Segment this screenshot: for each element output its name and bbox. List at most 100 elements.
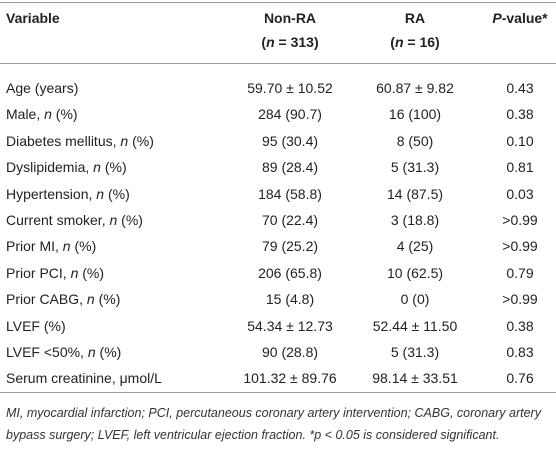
column-header: (n = 313) bbox=[261, 32, 318, 52]
row-label: Dyslipidemia, n (%) bbox=[6, 157, 127, 177]
text-segment: (%) bbox=[94, 291, 121, 308]
row-label: Prior MI, n (%) bbox=[6, 236, 96, 256]
text-segment: n bbox=[120, 132, 129, 149]
text-segment: (%) bbox=[70, 238, 97, 255]
table-cell: 0.76 bbox=[506, 370, 534, 387]
text-segment: n bbox=[44, 106, 52, 123]
table-cell: 54.34 ± 12.73 bbox=[247, 317, 333, 334]
table-cell: 284 (90.7) bbox=[258, 106, 322, 123]
text-segment: Prior PCI, bbox=[6, 264, 71, 281]
text-segment: n bbox=[394, 34, 404, 50]
table-cell: 0.79 bbox=[506, 264, 534, 281]
header-rule bbox=[0, 63, 556, 64]
table-cell: 0.38 bbox=[506, 106, 534, 123]
text-segment: Prior MI, bbox=[6, 238, 63, 255]
table-cell: 60.87 ± 9.82 bbox=[376, 80, 454, 96]
text-segment: ( bbox=[390, 34, 395, 50]
text-segment: n bbox=[93, 159, 101, 176]
table-cell: 5 (31.3) bbox=[390, 159, 440, 176]
table-cell: >0.99 bbox=[502, 212, 538, 228]
bottom-rule bbox=[0, 392, 556, 393]
table-cell: 79 (25.2) bbox=[261, 238, 319, 255]
table-cell: 70 (22.4) bbox=[261, 212, 319, 228]
text-segment: n bbox=[109, 212, 118, 228]
text-segment: Age (years) bbox=[6, 80, 79, 96]
text-segment: n bbox=[266, 34, 275, 50]
text-segment: Current smoker, bbox=[6, 212, 110, 228]
column-header: RA bbox=[405, 8, 425, 28]
row-label: Prior CABG, n (%) bbox=[6, 289, 120, 309]
table-cell: 0.83 bbox=[506, 344, 534, 360]
text-segment: (%) bbox=[128, 132, 154, 149]
column-header: P-value* bbox=[492, 8, 547, 28]
table-cell: 89 (28.4) bbox=[261, 159, 319, 176]
text-segment: (%) bbox=[117, 212, 143, 228]
table-cell: 0.38 bbox=[506, 317, 534, 334]
table-cell: 10 (62.5) bbox=[386, 264, 444, 281]
table-cell: 90 (28.8) bbox=[261, 344, 319, 360]
text-segment: ( bbox=[261, 34, 267, 50]
table-cell: 5 (31.3) bbox=[390, 344, 440, 360]
table-cell: 184 (58.8) bbox=[258, 185, 322, 202]
text-segment: Diabetes mellitus, bbox=[6, 132, 121, 149]
table-cell: 101.32 ± 89.76 bbox=[243, 370, 337, 387]
text-segment: Serum creatinine, μmol/L bbox=[6, 370, 162, 387]
text-segment: n bbox=[87, 344, 96, 360]
text-segment: Dyslipidemia, bbox=[6, 159, 94, 176]
text-segment: LVEF (%) bbox=[6, 317, 66, 334]
text-segment: (%) bbox=[95, 344, 122, 360]
text-segment: RA bbox=[404, 10, 426, 26]
text-segment: LVEF <50%, bbox=[6, 344, 88, 360]
footnote: MI, myocardial infarction; PCI, percutan… bbox=[6, 406, 541, 442]
table-cell: 8 (50) bbox=[396, 132, 434, 149]
row-label: Diabetes mellitus, n (%) bbox=[6, 131, 154, 151]
table-cell: 0.43 bbox=[506, 80, 534, 96]
row-label: Age (years) bbox=[6, 78, 78, 98]
table-cell: 0.03 bbox=[506, 185, 534, 202]
row-label: LVEF (%) bbox=[6, 316, 66, 336]
text-segment: (%) bbox=[51, 106, 78, 123]
text-segment: n bbox=[86, 291, 95, 308]
column-header: Variable bbox=[6, 8, 60, 28]
table-cell: 15 (4.8) bbox=[265, 291, 315, 308]
text-segment: (%) bbox=[100, 159, 127, 176]
row-label: Hypertension, n (%) bbox=[6, 184, 130, 204]
table-cell: 52.44 ± 11.50 bbox=[372, 317, 458, 334]
row-label: Current smoker, n (%) bbox=[6, 210, 143, 230]
text-segment: n bbox=[70, 264, 79, 281]
table-cell: >0.99 bbox=[502, 291, 538, 308]
row-label: Male, n (%) bbox=[6, 104, 78, 124]
text-segment: (%) bbox=[78, 264, 105, 281]
text-segment: (%) bbox=[104, 185, 130, 202]
table-cell: 14 (87.5) bbox=[386, 185, 444, 202]
text-segment: Prior CABG, bbox=[6, 291, 87, 308]
text-segment: Variable bbox=[6, 10, 60, 26]
row-label: Prior PCI, n (%) bbox=[6, 263, 104, 283]
text-segment: = 16) bbox=[403, 34, 440, 50]
column-header: Non-RA bbox=[264, 8, 316, 28]
text-segment: Male, bbox=[6, 106, 45, 123]
text-segment: = 313) bbox=[274, 34, 319, 50]
table-cell: 95 (30.4) bbox=[261, 132, 319, 149]
table-cell: 206 (65.8) bbox=[258, 264, 322, 281]
text-segment: Hypertension, bbox=[6, 185, 97, 202]
text-segment: P bbox=[492, 10, 502, 26]
row-label: Serum creatinine, μmol/L bbox=[6, 368, 162, 388]
table-cell: 3 (18.8) bbox=[390, 212, 440, 228]
table-cell: 16 (100) bbox=[388, 106, 442, 123]
column-header: (n = 16) bbox=[390, 32, 439, 52]
text-segment: -value* bbox=[501, 10, 548, 26]
table-cell: 98.14 ± 33.51 bbox=[372, 370, 458, 387]
table-cell: 0 (0) bbox=[400, 291, 430, 308]
table-cell: >0.99 bbox=[502, 238, 538, 255]
text-segment: n bbox=[96, 185, 105, 202]
table-cell: 0.10 bbox=[506, 132, 534, 149]
text-segment: Non-RA bbox=[263, 10, 317, 26]
top-rule bbox=[0, 2, 556, 3]
table-cell: 0.81 bbox=[506, 159, 534, 176]
table-cell: 4 (25) bbox=[396, 238, 434, 255]
row-label: LVEF <50%, n (%) bbox=[6, 342, 121, 362]
text-segment: n bbox=[62, 238, 71, 255]
table-cell: 59.70 ± 10.52 bbox=[247, 80, 333, 96]
